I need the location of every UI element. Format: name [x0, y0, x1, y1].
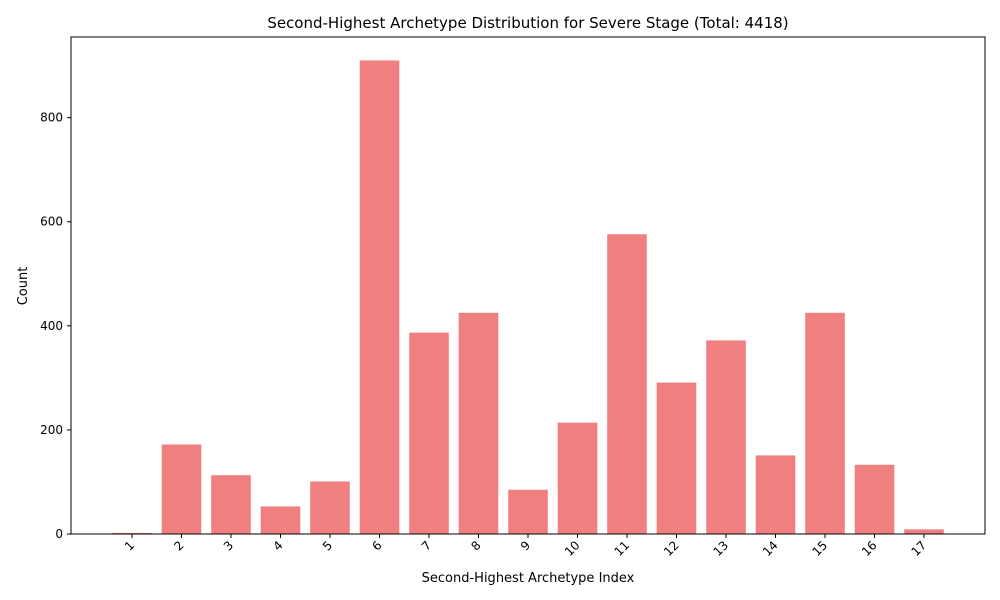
- x-tick-label: 5: [320, 538, 335, 553]
- x-tick-label: 10: [562, 538, 583, 559]
- y-tick-label: 600: [40, 215, 63, 229]
- x-tick-label: 2: [171, 538, 186, 553]
- bar-12: [656, 382, 697, 534]
- y-axis-label: Count: [16, 267, 31, 306]
- bar-11: [607, 234, 647, 534]
- bar-6: [359, 60, 400, 534]
- x-axis-label: Second-Highest Archetype Index: [422, 571, 635, 586]
- chart-title: Second-Highest Archetype Distribution fo…: [267, 14, 788, 32]
- y-tick-label: 200: [40, 423, 63, 437]
- bar-3: [211, 475, 251, 534]
- bar-2: [161, 444, 202, 534]
- x-tick-label: 11: [611, 538, 632, 559]
- x-tick-label: 14: [760, 538, 781, 559]
- bar-7: [409, 332, 449, 534]
- plot-frame: [70, 36, 986, 535]
- bar-10: [557, 422, 598, 534]
- bar-15: [805, 312, 845, 534]
- bar-9: [508, 489, 548, 534]
- y-tick-label: 0: [55, 527, 63, 541]
- x-tick-label: 4: [270, 538, 285, 553]
- x-axis-ticks: 1 2 3 4 5 6 7 8 9 10 11 12 13 14 15 16 17: [122, 534, 929, 559]
- y-tick-label: 800: [40, 111, 63, 125]
- bar-1: [112, 532, 152, 534]
- x-tick-label: 3: [221, 538, 236, 553]
- x-tick-label: 6: [369, 538, 384, 553]
- x-tick-label: 13: [710, 538, 731, 559]
- x-tick-label: 15: [809, 538, 830, 559]
- x-tick-label: 12: [661, 538, 682, 559]
- y-axis-ticks: 0 200 400 600 800: [40, 111, 71, 541]
- bar-16: [854, 464, 895, 534]
- y-tick-label: 400: [40, 319, 63, 333]
- x-tick-label: 16: [859, 538, 880, 559]
- bar-4: [260, 506, 301, 534]
- bars-group: [112, 60, 944, 534]
- x-tick-label: 1: [122, 538, 137, 553]
- bar-8: [458, 312, 499, 534]
- bar-5: [310, 481, 350, 534]
- x-tick-label: 9: [518, 538, 533, 553]
- x-tick-label: 7: [419, 538, 434, 553]
- bar-14: [755, 455, 796, 534]
- bar-17: [904, 529, 944, 534]
- x-tick-label: 17: [908, 538, 929, 559]
- x-tick-label: 8: [468, 538, 483, 553]
- bar-13: [706, 340, 746, 534]
